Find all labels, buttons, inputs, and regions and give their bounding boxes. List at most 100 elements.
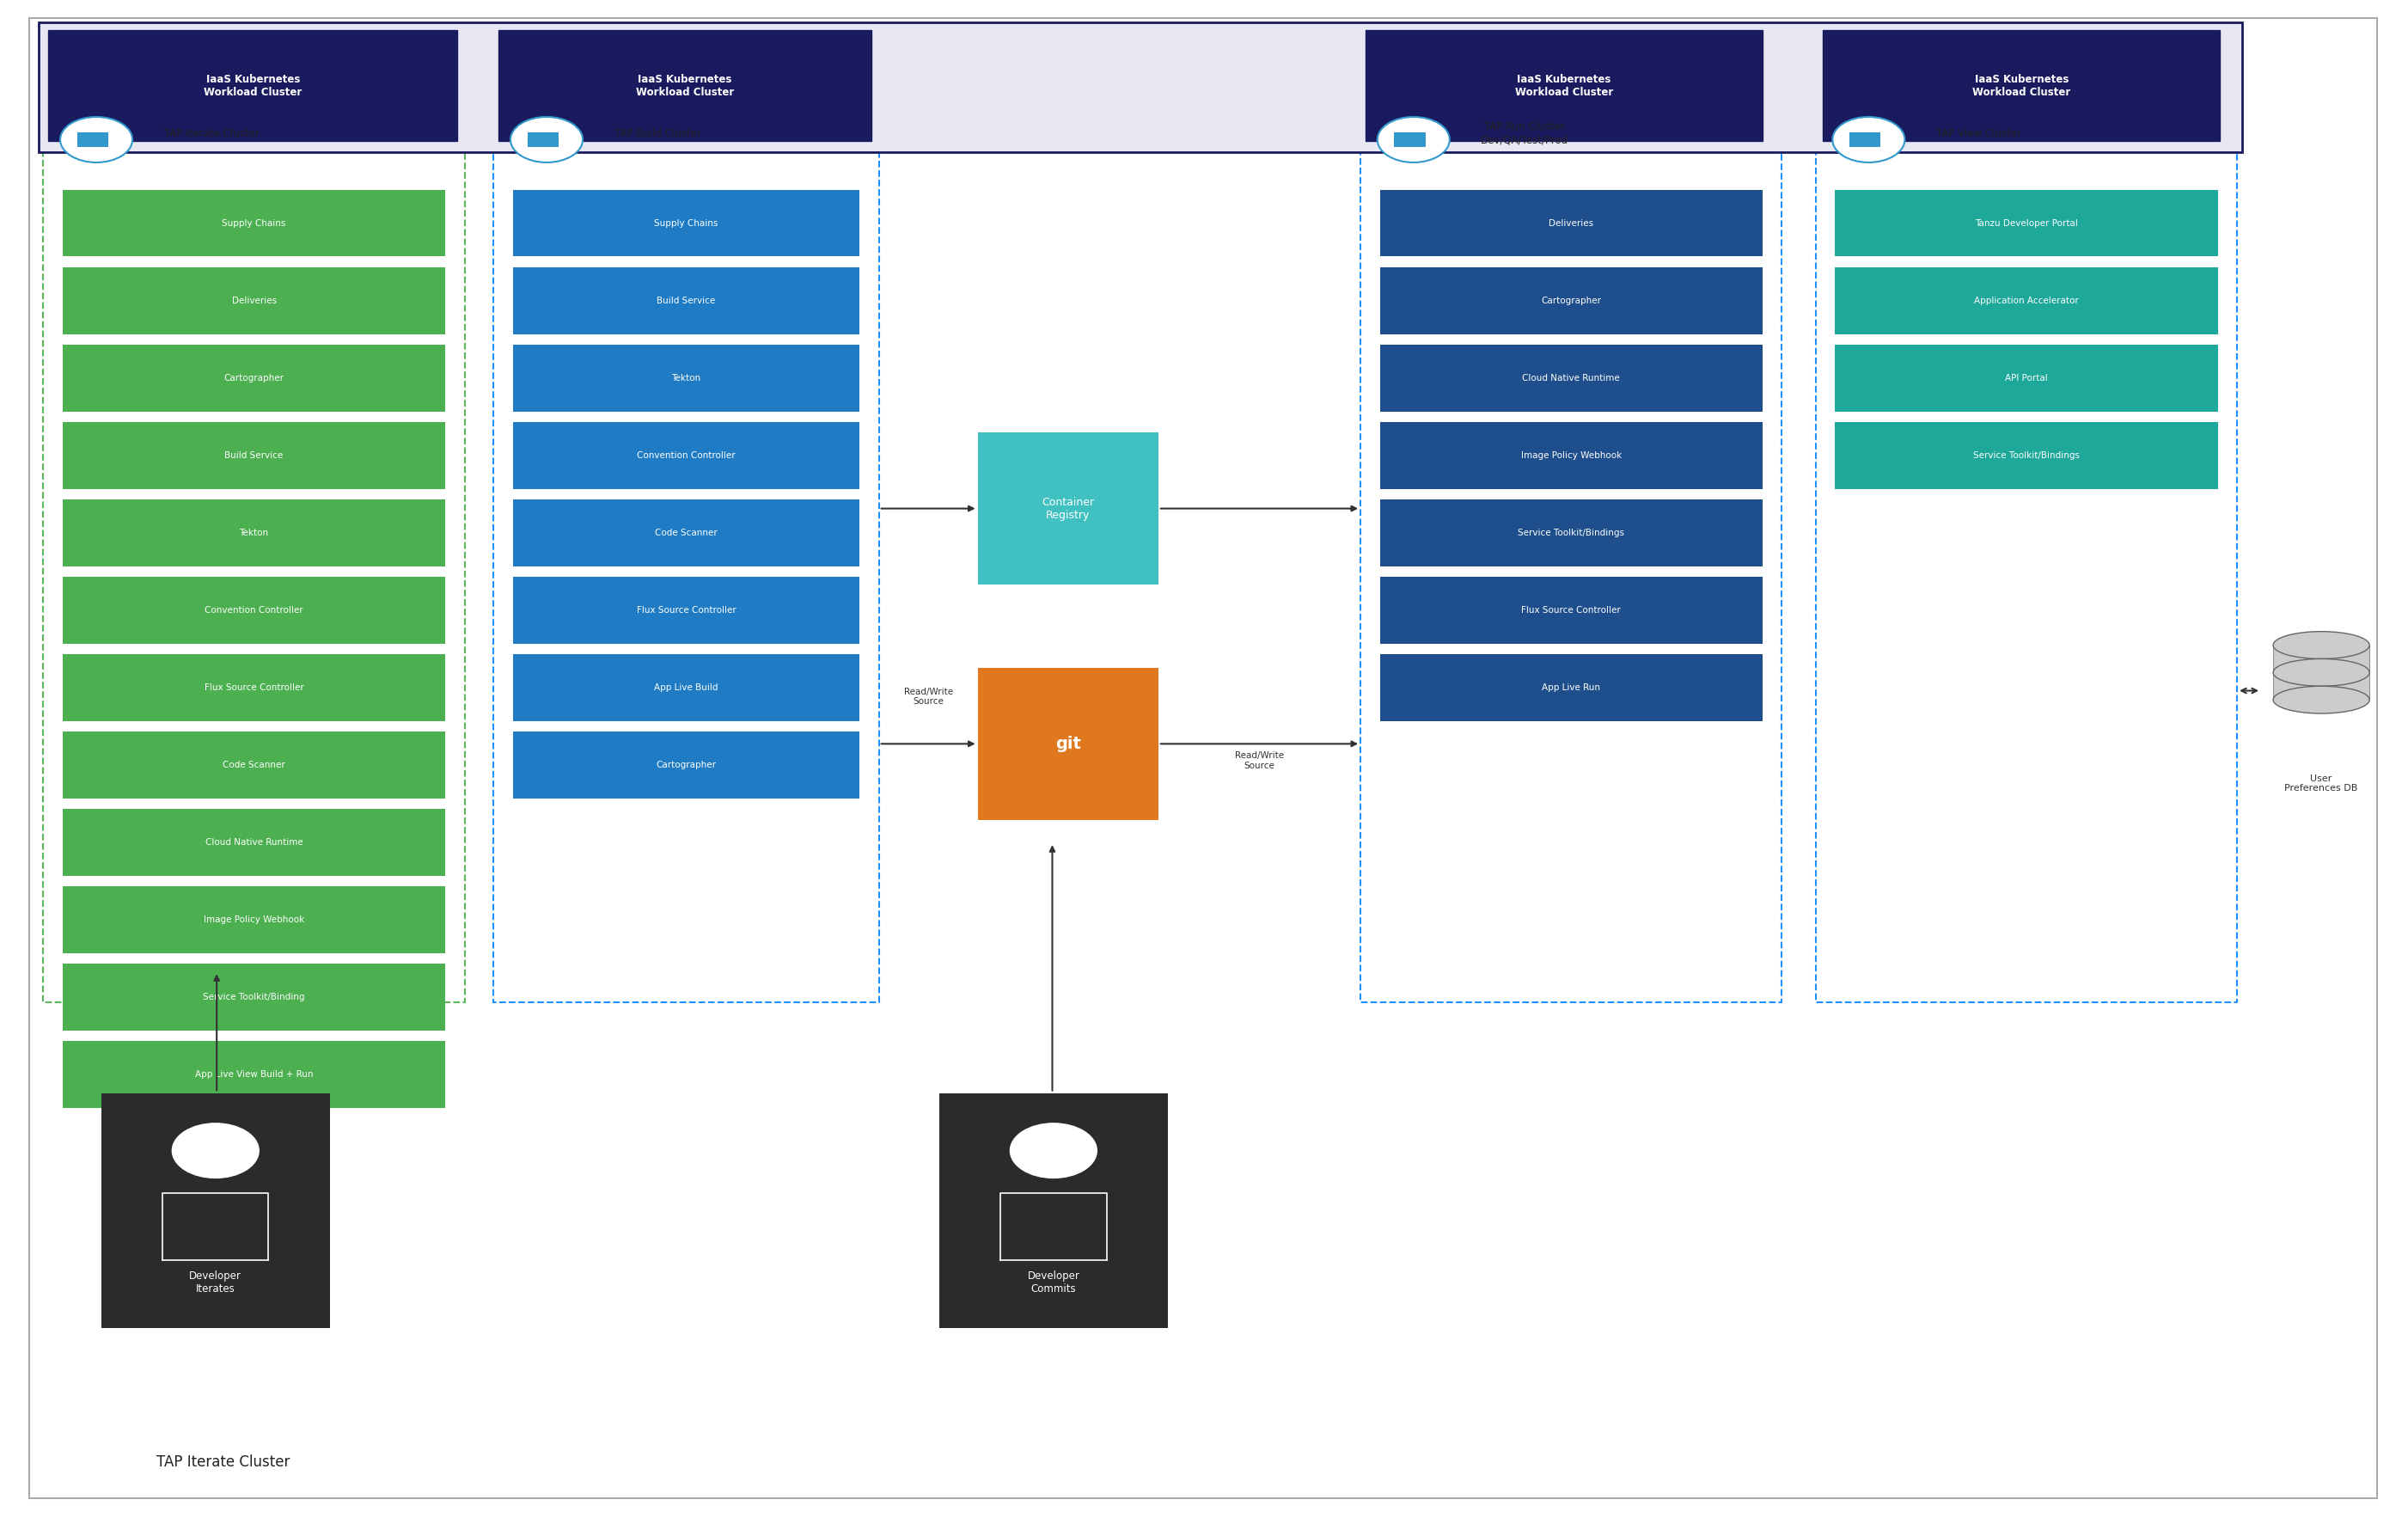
Text: Build Service: Build Service [224, 451, 284, 460]
FancyBboxPatch shape [63, 267, 445, 334]
FancyBboxPatch shape [63, 345, 445, 411]
FancyBboxPatch shape [63, 809, 445, 876]
FancyBboxPatch shape [513, 654, 860, 721]
Circle shape [60, 117, 132, 162]
FancyBboxPatch shape [1380, 654, 1763, 721]
FancyBboxPatch shape [63, 964, 445, 1031]
Ellipse shape [2273, 659, 2369, 686]
Text: Read/Write
Source: Read/Write Source [1235, 751, 1283, 770]
FancyBboxPatch shape [513, 267, 860, 334]
Circle shape [1011, 1123, 1096, 1178]
Text: Deliveries: Deliveries [231, 296, 277, 305]
Text: Flux Source Controller: Flux Source Controller [1522, 606, 1621, 615]
Circle shape [1832, 117, 1905, 162]
FancyBboxPatch shape [1849, 132, 1881, 147]
FancyBboxPatch shape [63, 654, 445, 721]
FancyBboxPatch shape [1835, 267, 2218, 334]
Text: Cloud Native Runtime: Cloud Native Runtime [1522, 373, 1621, 383]
Text: Deliveries: Deliveries [1548, 219, 1594, 228]
FancyBboxPatch shape [2273, 645, 2369, 672]
Text: Supply Chains: Supply Chains [222, 219, 287, 228]
Text: TAP View Cluster: TAP View Cluster [1936, 128, 2020, 140]
Text: Build Service: Build Service [657, 296, 715, 305]
FancyBboxPatch shape [978, 668, 1158, 820]
FancyBboxPatch shape [63, 887, 445, 953]
Text: Read/Write
Source: Read/Write Source [903, 688, 954, 706]
FancyBboxPatch shape [63, 732, 445, 798]
FancyBboxPatch shape [1394, 132, 1426, 147]
FancyBboxPatch shape [63, 499, 445, 566]
FancyBboxPatch shape [527, 132, 559, 147]
Text: Code Scanner: Code Scanner [655, 528, 718, 537]
FancyBboxPatch shape [1816, 91, 2237, 1002]
FancyBboxPatch shape [1823, 30, 2220, 141]
FancyBboxPatch shape [63, 577, 445, 644]
Text: Developer
Commits: Developer Commits [1028, 1271, 1079, 1295]
Text: Application Accelerator: Application Accelerator [1975, 296, 2078, 305]
Circle shape [510, 117, 583, 162]
Circle shape [1377, 117, 1450, 162]
FancyBboxPatch shape [43, 91, 465, 1002]
FancyBboxPatch shape [29, 18, 2377, 1498]
FancyBboxPatch shape [1380, 345, 1763, 411]
Text: Cartographer: Cartographer [1541, 296, 1601, 305]
FancyBboxPatch shape [498, 30, 872, 141]
Text: Cloud Native Runtime: Cloud Native Runtime [205, 838, 303, 847]
Text: Flux Source Controller: Flux Source Controller [205, 683, 303, 692]
Text: Service Toolkit/Bindings: Service Toolkit/Bindings [1517, 528, 1625, 537]
Text: TAP Build Cluster: TAP Build Cluster [614, 128, 701, 140]
Text: Flux Source Controller: Flux Source Controller [636, 606, 737, 615]
FancyBboxPatch shape [2273, 672, 2369, 700]
FancyBboxPatch shape [513, 499, 860, 566]
FancyBboxPatch shape [63, 422, 445, 489]
FancyBboxPatch shape [939, 1093, 1168, 1328]
Text: App Live View Build + Run: App Live View Build + Run [195, 1070, 313, 1079]
FancyBboxPatch shape [513, 577, 860, 644]
FancyBboxPatch shape [1835, 190, 2218, 257]
Ellipse shape [2273, 686, 2369, 713]
Text: Service Toolkit/Binding: Service Toolkit/Binding [202, 993, 306, 1002]
Text: App Live Build: App Live Build [655, 683, 718, 692]
Text: User
Preferences DB: User Preferences DB [2285, 774, 2357, 792]
Text: Convention Controller: Convention Controller [638, 451, 734, 460]
Ellipse shape [2273, 631, 2369, 659]
FancyBboxPatch shape [101, 1093, 330, 1328]
FancyBboxPatch shape [513, 422, 860, 489]
Text: IaaS Kubernetes
Workload Cluster: IaaS Kubernetes Workload Cluster [636, 74, 734, 97]
Text: API Portal: API Portal [2006, 373, 2047, 383]
FancyBboxPatch shape [63, 1041, 445, 1108]
Text: Tekton: Tekton [672, 373, 701, 383]
Text: IaaS Kubernetes
Workload Cluster: IaaS Kubernetes Workload Cluster [205, 74, 301, 97]
Text: Tanzu Developer Portal: Tanzu Developer Portal [1975, 219, 2078, 228]
Text: Tekton: Tekton [238, 528, 270, 537]
Text: Image Policy Webhook: Image Policy Webhook [1522, 451, 1621, 460]
Text: IaaS Kubernetes
Workload Cluster: IaaS Kubernetes Workload Cluster [1972, 74, 2071, 97]
Text: Convention Controller: Convention Controller [205, 606, 303, 615]
FancyBboxPatch shape [39, 23, 2242, 152]
FancyBboxPatch shape [1361, 91, 1782, 1002]
FancyBboxPatch shape [513, 190, 860, 257]
FancyBboxPatch shape [77, 132, 108, 147]
FancyBboxPatch shape [513, 345, 860, 411]
FancyBboxPatch shape [1380, 577, 1763, 644]
Text: Developer
Iterates: Developer Iterates [190, 1271, 241, 1295]
Text: IaaS Kubernetes
Workload Cluster: IaaS Kubernetes Workload Cluster [1515, 74, 1613, 97]
FancyBboxPatch shape [978, 433, 1158, 584]
Text: App Live Run: App Live Run [1541, 683, 1601, 692]
FancyBboxPatch shape [1380, 422, 1763, 489]
FancyBboxPatch shape [494, 91, 879, 1002]
Text: Cartographer: Cartographer [657, 761, 715, 770]
Text: Container
Registry: Container Registry [1043, 496, 1093, 521]
Circle shape [173, 1123, 260, 1178]
FancyBboxPatch shape [1380, 267, 1763, 334]
Text: git: git [1055, 736, 1081, 751]
Text: Supply Chains: Supply Chains [655, 219, 718, 228]
FancyBboxPatch shape [63, 190, 445, 257]
Text: TAP Run Cluster
Dev/QA/Test/Prod: TAP Run Cluster Dev/QA/Test/Prod [1481, 121, 1568, 146]
FancyBboxPatch shape [1380, 499, 1763, 566]
Text: Cartographer: Cartographer [224, 373, 284, 383]
Text: TAP Iterate Cluster: TAP Iterate Cluster [164, 128, 260, 140]
Text: TAP Iterate Cluster: TAP Iterate Cluster [157, 1454, 289, 1469]
FancyBboxPatch shape [1835, 345, 2218, 411]
FancyBboxPatch shape [1380, 190, 1763, 257]
